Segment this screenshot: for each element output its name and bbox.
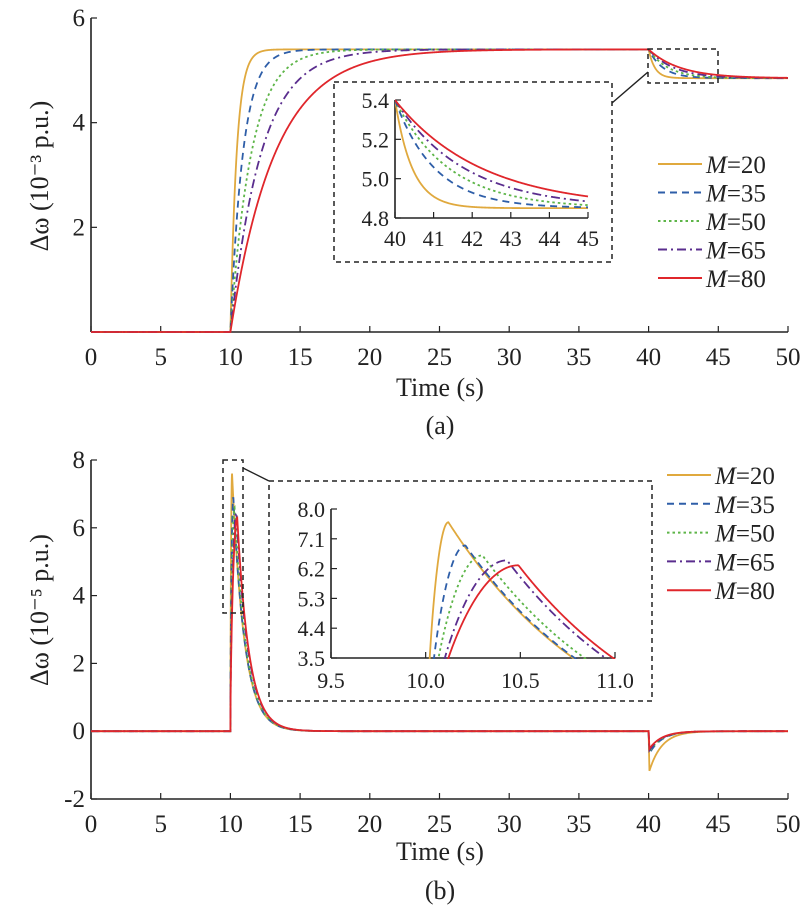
x-axis-label-a: Time (s) xyxy=(396,373,484,402)
legend-label-m65: M=65 xyxy=(705,238,766,265)
y-axis-label-b: Δω (10⁻⁵ p.u.) xyxy=(25,534,54,686)
inset-b-series-m20 xyxy=(428,521,577,659)
zoom-region-box-b xyxy=(222,459,244,614)
inset-b-series-m65 xyxy=(443,559,609,659)
main-a-y-tick-label: 2 xyxy=(73,214,86,241)
main-b-x-tick-label: 25 xyxy=(427,811,452,838)
inset-a-y-tick-label: 4.8 xyxy=(362,206,390,231)
inset-b-series-m80 xyxy=(447,564,616,659)
main-b-y-tick-label: 2 xyxy=(73,650,86,677)
main-a-y-tick-label: 6 xyxy=(73,5,86,32)
inset-b-x-tick-label: 10.5 xyxy=(501,668,540,693)
legend-label-m50: M=50 xyxy=(705,209,766,236)
inset-a-x-tick-label: 42 xyxy=(461,226,483,251)
main-a-series-m80 xyxy=(91,48,789,333)
zoom-region-box-a xyxy=(647,48,719,84)
main-b-y-tick-label: 6 xyxy=(73,515,86,542)
main-b-y-tick-label: 4 xyxy=(73,583,86,610)
inset-a-x-tick-label: 41 xyxy=(423,226,445,251)
main-a-x-tick-label: 10 xyxy=(218,344,243,371)
main-a-x-tick-label: 50 xyxy=(776,344,801,371)
main-b-x-tick-label: 15 xyxy=(288,811,313,838)
inset-a-series-m65 xyxy=(395,99,589,203)
main-b-series-m80 xyxy=(91,516,788,752)
inset-a-x-tick-label: 40 xyxy=(384,226,406,251)
panel-a: 0 5 10 15 20 25 30 35 40 45 50 2 4 6 40 41 42 43 44 45 4.8 5.… xyxy=(73,5,801,371)
inset-b-y-tick-label: 8.0 xyxy=(298,497,326,522)
legend-label-m35: M=35 xyxy=(705,181,766,208)
legend-label-m50: M=50 xyxy=(714,521,775,548)
inset-a-x-tick-label: 44 xyxy=(538,226,560,251)
main-a-x-tick-label: 0 xyxy=(85,344,98,371)
main-a-x-tick-label: 30 xyxy=(497,344,522,371)
inset-b-series-m50 xyxy=(437,554,588,659)
inset-b-y-tick-label: 3.5 xyxy=(298,646,326,671)
main-a-x-tick-label: 40 xyxy=(636,344,661,371)
inset-b-series-m35 xyxy=(432,544,578,659)
main-a-series-m35 xyxy=(91,48,788,333)
main-b-x-tick-label: 40 xyxy=(636,811,661,838)
inset-b-x-tick-label: 11.0 xyxy=(596,668,634,693)
main-a-x-tick-label: 5 xyxy=(154,344,167,371)
inset-a-x-tick-label: 43 xyxy=(500,226,522,251)
zoom-connector-a xyxy=(611,71,649,104)
inset-a-y-tick-label: 5.2 xyxy=(362,127,390,152)
inset-b-x-tick-label: 9.5 xyxy=(317,668,345,693)
inset-a-x-tick-label: 45 xyxy=(577,226,599,251)
inset-a-y-tick-label: 5.0 xyxy=(362,167,390,192)
main-b-y-tick-label: 0 xyxy=(73,718,86,745)
inset-a-y-tick-label: 5.4 xyxy=(362,88,390,113)
inset-frame-b xyxy=(268,480,653,702)
main-a-y-tick-label: 4 xyxy=(73,110,86,137)
main-b-x-tick-label: 45 xyxy=(706,811,731,838)
inset-frame-a xyxy=(333,81,613,263)
inset-a-series-m80 xyxy=(395,99,589,198)
main-b-y-tick-label: 8 xyxy=(73,447,86,474)
main-a-x-tick-label: 20 xyxy=(357,344,382,371)
main-a-x-tick-label: 25 xyxy=(427,344,452,371)
legend-label-m20: M=20 xyxy=(714,463,775,490)
main-a-x-tick-label: 15 xyxy=(288,344,313,371)
legend-label-m80: M=80 xyxy=(705,266,766,293)
legend-label-m80: M=80 xyxy=(714,578,775,605)
inset-a-series-m20 xyxy=(395,99,588,210)
main-b-x-tick-label: 30 xyxy=(497,811,522,838)
inset-b-x-tick-label: 10.0 xyxy=(406,668,445,693)
main-b-x-tick-label: 5 xyxy=(154,811,167,838)
main-a-x-tick-label: 45 xyxy=(706,344,731,371)
main-b-x-tick-label: 35 xyxy=(566,811,591,838)
inset-b-y-tick-label: 7.1 xyxy=(298,527,326,552)
zoom-connector-b xyxy=(242,467,270,482)
inset-a-series-m35 xyxy=(395,99,588,209)
main-b-y-tick-label: -2 xyxy=(64,786,85,813)
panel-label-b: (b) xyxy=(425,876,455,905)
legend-label-m20: M=20 xyxy=(705,152,766,179)
main-b-x-tick-label: 10 xyxy=(218,811,243,838)
legend-label-m65: M=65 xyxy=(714,549,775,576)
inset-b-y-tick-label: 5.3 xyxy=(298,586,326,611)
main-a-x-tick-label: 35 xyxy=(566,344,591,371)
main-b-x-tick-label: 0 xyxy=(85,811,98,838)
y-axis-label-a: Δω (10⁻³ p.u.) xyxy=(25,101,54,252)
main-b-x-tick-label: 50 xyxy=(776,811,801,838)
panel-label-a: (a) xyxy=(426,411,455,440)
inset-background-b xyxy=(269,481,652,701)
inset-b-y-tick-label: 6.2 xyxy=(298,557,326,582)
main-b-x-tick-label: 20 xyxy=(357,811,382,838)
inset-background-a xyxy=(334,82,612,262)
x-axis-label-b: Time (s) xyxy=(396,837,484,866)
inset-b-y-tick-label: 4.4 xyxy=(298,616,326,641)
legend-label-m35: M=35 xyxy=(714,492,775,519)
